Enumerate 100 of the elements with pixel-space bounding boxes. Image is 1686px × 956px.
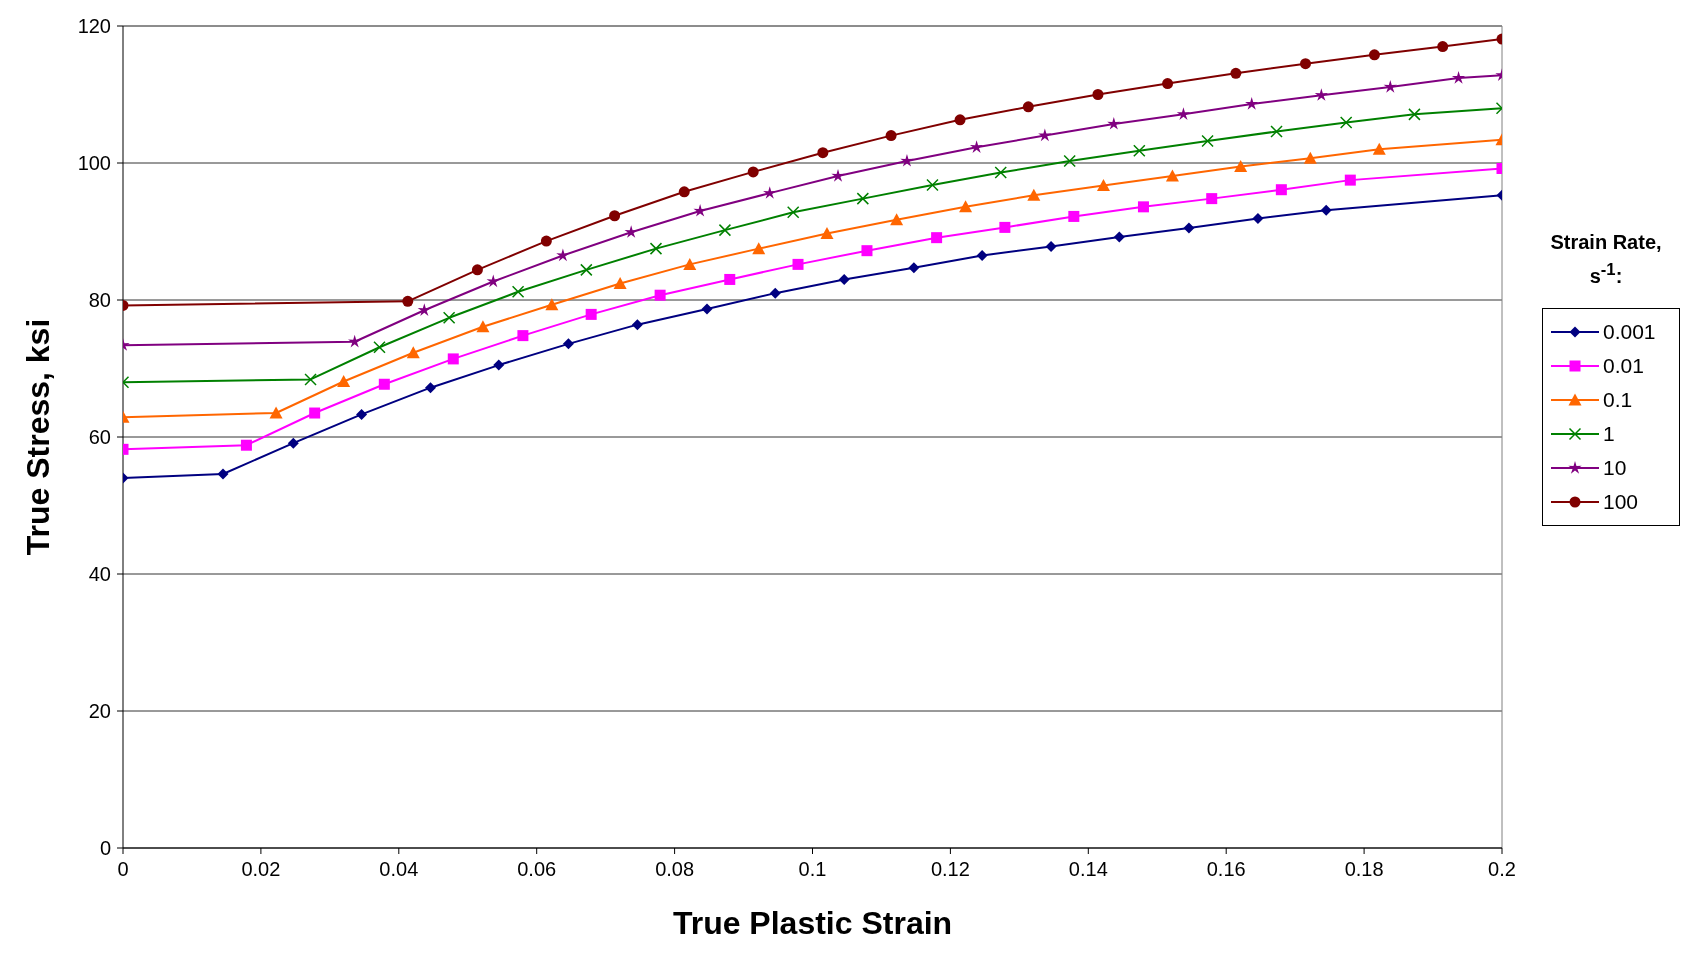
point: [1230, 67, 1242, 79]
point: [287, 437, 299, 449]
x-tick-label: 0.08: [655, 858, 695, 881]
point: [406, 346, 420, 359]
point: [356, 408, 368, 420]
point: [931, 232, 943, 244]
point: [1339, 116, 1353, 129]
legend-label: 0.001: [1603, 319, 1656, 344]
point: [763, 186, 777, 199]
legend-label: 1: [1603, 421, 1615, 446]
point: [1320, 204, 1332, 216]
point: [1022, 101, 1034, 113]
x-tick-label: 0.18: [1344, 858, 1384, 881]
point: [442, 311, 456, 325]
point: [1234, 159, 1248, 172]
point: [959, 200, 973, 213]
point: [337, 375, 351, 388]
x-tick-label: 0.04: [379, 858, 419, 881]
point: [831, 169, 845, 182]
point: [885, 130, 897, 142]
point: [683, 257, 697, 270]
point: [999, 221, 1011, 233]
x-tick-label: 0.1: [798, 858, 827, 881]
point: [493, 359, 505, 371]
point: [613, 277, 627, 290]
y-tick-label: 40: [88, 563, 111, 586]
point: [900, 153, 914, 167]
point: [976, 249, 988, 261]
point: [1201, 134, 1214, 148]
point: [624, 225, 638, 238]
y-tick-label: 0: [99, 837, 111, 860]
point: [1299, 58, 1311, 70]
point: [417, 303, 431, 316]
point: [1063, 154, 1076, 168]
point: [425, 382, 437, 394]
point: [609, 210, 621, 222]
x-tick-label: 0.2: [1488, 858, 1516, 881]
point: [1162, 78, 1174, 90]
point: [1303, 151, 1317, 164]
y-tick-label: 20: [88, 700, 111, 723]
x-tick-label: 0.12: [930, 858, 970, 881]
point: [1068, 210, 1080, 222]
point: [752, 242, 766, 255]
point: [994, 166, 1007, 179]
point: [373, 341, 386, 354]
legend-title: Strain Rate, s$^{-1}$:: [1549, 230, 1663, 289]
point: [217, 468, 229, 480]
point: [1451, 71, 1466, 84]
point: [545, 298, 559, 311]
point: [649, 242, 663, 255]
point: [511, 285, 525, 299]
point: [1096, 179, 1110, 192]
point: [786, 206, 800, 219]
point: [718, 223, 732, 237]
point: [724, 273, 736, 285]
x-tick-label: 0.16: [1206, 858, 1246, 881]
x-tick-label: 0.06: [517, 858, 557, 881]
y-tick-label: 120: [77, 15, 111, 38]
point: [486, 274, 500, 288]
point: [747, 166, 759, 178]
point: [540, 235, 552, 247]
point: [378, 378, 390, 390]
point: [402, 295, 414, 307]
y-tick-label: 100: [77, 152, 111, 175]
point: [908, 262, 920, 274]
point: [926, 178, 939, 192]
point: [861, 245, 873, 257]
point: [1368, 49, 1380, 61]
y-tick-label: 80: [88, 289, 111, 312]
point: [1137, 201, 1149, 213]
point: [1092, 89, 1104, 100]
point: [1183, 222, 1195, 234]
point: [693, 203, 707, 217]
point: [890, 213, 904, 226]
point: [1437, 41, 1449, 53]
point: [1245, 97, 1259, 110]
point: [1252, 212, 1264, 224]
point: [269, 406, 283, 419]
point: [476, 320, 490, 333]
point: [1045, 241, 1057, 253]
point: [447, 353, 459, 365]
point: [562, 338, 574, 350]
point: [240, 439, 252, 451]
legend-label: 10: [1603, 455, 1627, 480]
point: [1133, 144, 1146, 157]
point: [1038, 128, 1052, 142]
x-tick-label: 0: [117, 858, 129, 881]
point: [585, 308, 597, 320]
point: [1344, 174, 1356, 186]
point: [348, 334, 362, 348]
x-tick-label: 0.14: [1068, 858, 1108, 881]
point: [856, 192, 870, 205]
point: [1027, 188, 1041, 201]
point: [309, 407, 321, 419]
point: [1206, 193, 1218, 205]
point: [517, 330, 529, 342]
point: [954, 114, 966, 126]
point: [1107, 116, 1121, 130]
point: [556, 248, 570, 262]
point: [471, 264, 483, 276]
